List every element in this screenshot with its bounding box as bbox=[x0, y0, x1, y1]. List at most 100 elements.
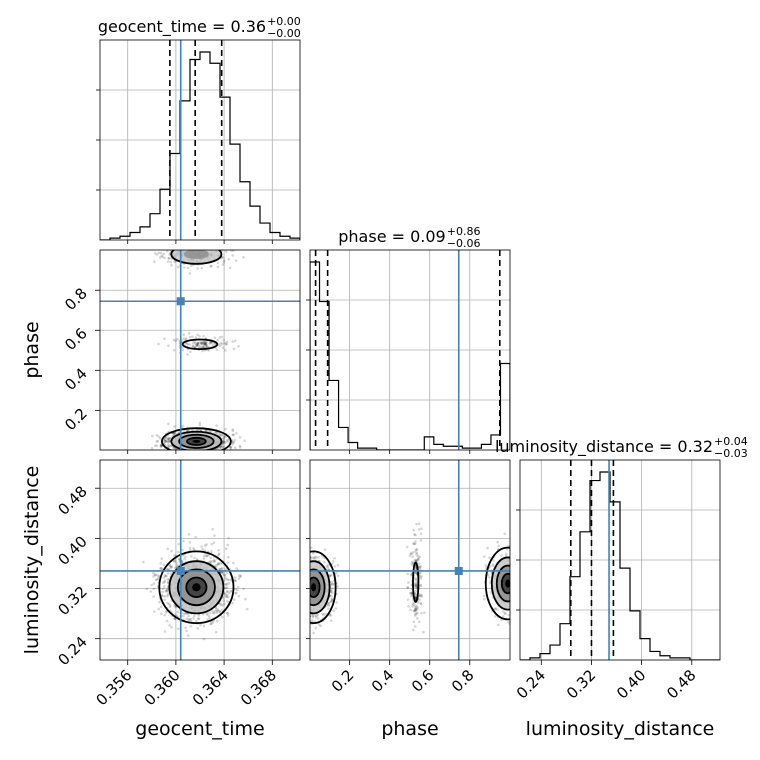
sample-point bbox=[532, 554, 535, 557]
sample-point bbox=[304, 579, 307, 582]
sample-point bbox=[180, 453, 183, 456]
sample-point bbox=[225, 582, 229, 586]
sample-point bbox=[296, 599, 299, 602]
x-tick-label-geocent_time: 0.356 bbox=[92, 666, 135, 709]
sample-point bbox=[145, 587, 149, 591]
sample-point bbox=[307, 573, 310, 576]
sample-point bbox=[194, 336, 198, 339]
sample-point bbox=[303, 558, 306, 561]
sample-point bbox=[301, 603, 304, 606]
grid-1-0 bbox=[100, 250, 300, 450]
sample-point bbox=[296, 601, 299, 604]
sample-point bbox=[216, 563, 220, 566]
sample-point bbox=[295, 578, 298, 581]
sample-point bbox=[152, 595, 155, 598]
sample-point bbox=[166, 450, 169, 453]
sample-point bbox=[152, 587, 155, 591]
x-axis-label-luminosity_distance: luminosity_distance bbox=[526, 718, 715, 740]
sample-point bbox=[305, 608, 308, 611]
sample-point bbox=[513, 575, 516, 578]
sample-point bbox=[516, 576, 519, 579]
sample-point bbox=[297, 603, 300, 606]
sample-point bbox=[516, 563, 519, 566]
sample-point bbox=[164, 440, 167, 444]
sample-point bbox=[199, 454, 202, 457]
sample-point bbox=[201, 340, 205, 344]
sample-point bbox=[153, 260, 156, 264]
sample-point bbox=[203, 340, 207, 344]
sample-point bbox=[510, 599, 513, 602]
sample-point bbox=[325, 564, 329, 568]
sample-point bbox=[160, 254, 163, 258]
sample-point bbox=[190, 451, 193, 454]
sample-point bbox=[205, 245, 208, 248]
x-axis-label-geocent_time: geocent_time bbox=[135, 718, 264, 740]
sample-point bbox=[415, 553, 419, 556]
sample-point bbox=[299, 583, 302, 586]
sample-point bbox=[210, 341, 213, 344]
sample-point bbox=[205, 613, 209, 616]
sample-point bbox=[222, 437, 225, 440]
histogram-geocent_time bbox=[100, 51, 300, 240]
sample-point bbox=[533, 587, 536, 590]
sample-point bbox=[149, 590, 153, 593]
sample-point bbox=[317, 623, 321, 626]
sample-point bbox=[327, 602, 330, 606]
sample-point bbox=[200, 545, 203, 548]
sample-point bbox=[175, 562, 179, 566]
sample-point bbox=[516, 574, 519, 577]
sample-point bbox=[164, 247, 167, 250]
sample-point bbox=[195, 244, 198, 247]
sample-point bbox=[207, 452, 210, 455]
sample-point bbox=[301, 591, 304, 594]
contour-line bbox=[490, 556, 510, 611]
sample-point bbox=[413, 625, 417, 628]
sample-point bbox=[163, 574, 167, 577]
sample-point bbox=[291, 591, 294, 594]
sample-point bbox=[226, 614, 230, 617]
sample-point bbox=[301, 581, 304, 584]
sample-point bbox=[296, 584, 299, 587]
sample-point bbox=[330, 594, 333, 598]
sample-point bbox=[296, 584, 299, 587]
sample-point bbox=[232, 598, 236, 601]
sample-point bbox=[159, 444, 163, 448]
sample-point bbox=[203, 544, 207, 547]
sample-point bbox=[511, 561, 514, 564]
sample-point bbox=[414, 594, 418, 597]
sample-point bbox=[517, 579, 520, 582]
sample-point bbox=[306, 611, 309, 614]
sample-point bbox=[512, 592, 515, 595]
sample-point bbox=[306, 579, 309, 582]
grid-1-1 bbox=[310, 250, 510, 450]
sample-point bbox=[230, 250, 233, 252]
sample-point bbox=[511, 594, 514, 597]
sample-point bbox=[301, 563, 304, 566]
sample-point bbox=[150, 434, 154, 438]
sample-point bbox=[334, 607, 338, 610]
sample-point bbox=[510, 590, 513, 593]
sample-point bbox=[517, 569, 520, 572]
sample-point bbox=[200, 236, 203, 239]
sample-point bbox=[310, 618, 314, 622]
sample-point bbox=[186, 266, 190, 270]
sample-point bbox=[304, 598, 307, 601]
sample-point bbox=[222, 260, 226, 264]
sample-point bbox=[231, 340, 235, 343]
sample-point bbox=[208, 611, 212, 615]
sample-point bbox=[513, 563, 516, 566]
sample-point bbox=[159, 566, 162, 570]
title-lower-error: −0.03 bbox=[714, 447, 748, 460]
sample-point bbox=[220, 608, 224, 612]
sample-point bbox=[228, 266, 232, 270]
sample-point bbox=[223, 573, 226, 577]
sample-point bbox=[529, 606, 532, 609]
sample-point bbox=[510, 597, 513, 600]
sample-point bbox=[202, 624, 206, 628]
sample-point bbox=[528, 569, 531, 572]
sample-point bbox=[188, 247, 191, 250]
sample-point bbox=[242, 255, 245, 259]
sample-point bbox=[195, 344, 199, 347]
sample-point bbox=[306, 606, 309, 609]
panel-frame bbox=[99, 459, 301, 661]
